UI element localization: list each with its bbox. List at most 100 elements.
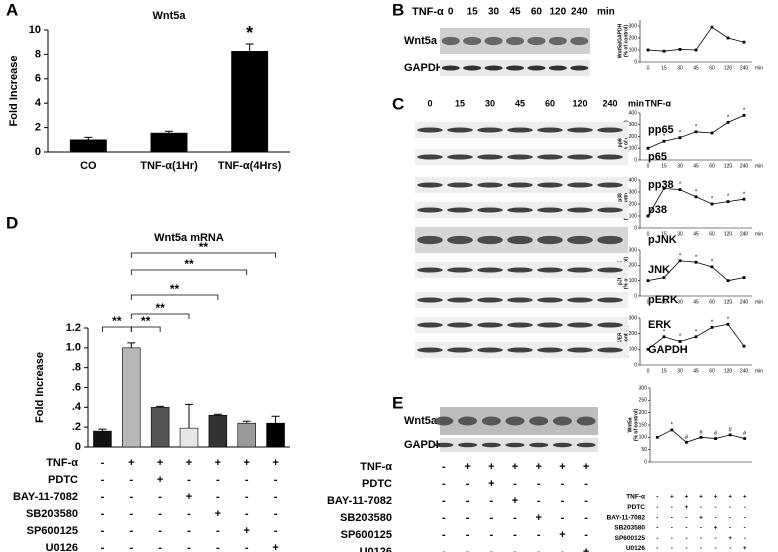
treatment-sign: -	[671, 504, 673, 511]
blot-band	[576, 442, 596, 448]
treatment-sign: +	[714, 494, 718, 501]
blot-band	[477, 297, 503, 303]
bracket	[130, 313, 190, 319]
treatment-label: SP600125	[615, 535, 646, 542]
blot-band	[417, 182, 443, 188]
point	[728, 433, 732, 437]
y-tick-label: 250	[639, 398, 648, 404]
blot-band	[537, 322, 563, 328]
lane-label: 120	[550, 7, 567, 18]
blot-band	[417, 297, 443, 303]
treatment-sign: +	[464, 461, 470, 473]
blot-band	[507, 297, 533, 303]
treatment-sign: -	[245, 542, 249, 552]
blot-band	[597, 182, 623, 188]
x-tick-label: 45	[693, 231, 699, 237]
lane-label: 30	[488, 7, 500, 18]
treatment-sign: -	[245, 508, 249, 520]
panel-label: C	[392, 94, 404, 113]
treatment-sign: +	[743, 545, 747, 552]
treatment-sign: -	[671, 514, 673, 521]
y-tick-label: 1.2	[66, 322, 81, 334]
blot-band	[567, 182, 593, 188]
treatment-label: BAY-11-7082	[607, 514, 646, 521]
blot-band	[447, 154, 473, 160]
blot-header: TNF-α	[645, 98, 671, 108]
treatment-sign: -	[685, 535, 687, 542]
treatment-sign: +	[512, 461, 518, 473]
blot-band	[576, 416, 596, 426]
blot-band	[529, 416, 549, 426]
treatment-sign: -	[442, 478, 446, 490]
y-tick-label: 200	[629, 35, 638, 41]
treatment-sign: -	[101, 474, 105, 486]
treatment-sign: -	[442, 512, 446, 524]
blot-band	[567, 207, 593, 213]
bar	[208, 414, 228, 448]
blot-band	[434, 416, 454, 426]
treatment-sign: -	[561, 546, 565, 552]
y-tick-label: 100	[629, 278, 638, 284]
treatment-sign: -	[158, 491, 162, 503]
point-label: #	[743, 431, 747, 437]
treatment-sign: -	[700, 504, 702, 511]
point	[646, 146, 650, 150]
treatment-label: BAY-11-7082	[327, 495, 392, 507]
y-axis-label: Wnt5a/GAPDH	[617, 23, 623, 58]
x-tick-label: 240	[740, 163, 749, 169]
lane-label: 240	[571, 7, 588, 18]
x-tick-label: 0	[647, 231, 650, 237]
blot-row-label: Wnt5a	[404, 415, 438, 427]
treatment-sign: -	[744, 504, 746, 511]
treatment-sign: -	[489, 495, 493, 507]
chart-title: Wnt5a mRNA	[154, 232, 224, 244]
treatment-sign: -	[537, 478, 541, 490]
blot-band	[597, 297, 623, 303]
y-tick-label: 100	[629, 347, 638, 353]
x-tick-label: 30	[677, 368, 683, 374]
bar	[93, 430, 112, 448]
lane-label: 120	[572, 98, 587, 108]
blot-band	[447, 347, 473, 353]
lane-unit: min	[628, 98, 644, 108]
point	[726, 121, 730, 124]
y-tick-label: 0	[634, 293, 637, 299]
blot-band	[597, 235, 623, 245]
treatment-sign: -	[671, 545, 673, 552]
lane-label: 60	[531, 7, 543, 18]
blot-band	[597, 322, 623, 328]
point	[710, 131, 714, 135]
point-label: *	[695, 124, 698, 130]
treatment-sign: -	[656, 525, 658, 532]
lane-label: 45	[509, 7, 521, 18]
treatment-sign: -	[714, 535, 716, 542]
x-tick-label: 0	[647, 299, 650, 305]
blot-band	[507, 347, 533, 353]
blot-band	[417, 322, 443, 328]
x-tick-label: 0	[647, 65, 650, 71]
treatment-sign: -	[489, 512, 493, 524]
point-label: *	[663, 181, 666, 187]
treatment-sign: -	[489, 529, 493, 541]
point-label: *	[711, 197, 714, 203]
treatment-sign: +	[714, 525, 718, 532]
treatment-sign: -	[187, 525, 191, 537]
treatment-sign: -	[537, 495, 541, 507]
treatment-sign: -	[442, 546, 446, 552]
blot-band	[441, 36, 460, 46]
treatment-label: U0126	[360, 546, 392, 552]
x-tick-label: 240	[740, 299, 749, 305]
blot-band	[417, 154, 443, 160]
blot-band	[458, 442, 478, 448]
lane-label: 240	[602, 98, 617, 108]
point	[742, 113, 746, 117]
blot-band	[441, 65, 460, 71]
point	[646, 279, 650, 283]
treatment-label: U0126	[46, 542, 78, 552]
x-tick-label: 15	[661, 368, 667, 374]
blot-band	[417, 127, 443, 133]
treatment-sign: -	[187, 474, 191, 486]
bar	[69, 139, 107, 153]
y-tick-label: 100	[639, 435, 648, 441]
point-label: *	[679, 253, 682, 259]
